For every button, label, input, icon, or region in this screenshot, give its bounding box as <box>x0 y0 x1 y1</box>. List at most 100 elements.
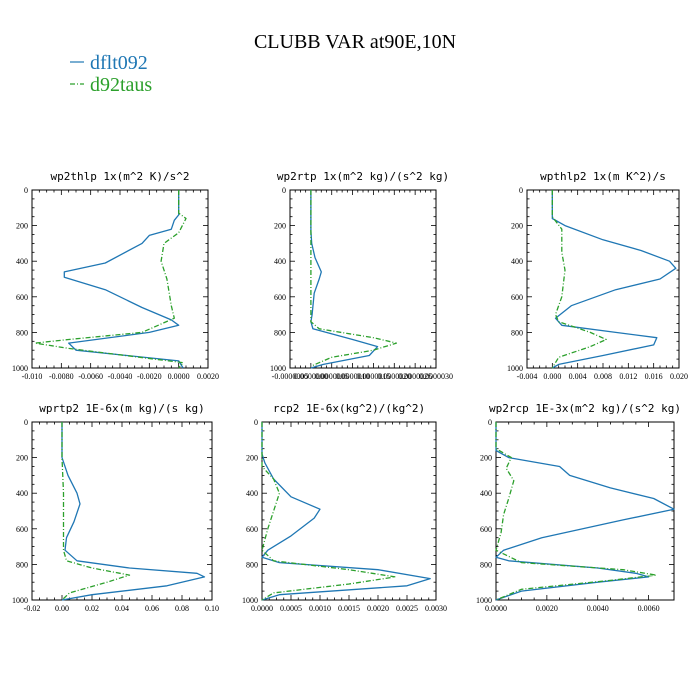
series-line-dflt092 <box>551 190 677 369</box>
x-tick-label: 0.0000005 <box>315 372 349 381</box>
x-tick-label: 0.000 <box>543 372 561 381</box>
x-tick-label: 0.0040 <box>587 604 609 613</box>
x-tick-label: -0.0080 <box>49 372 74 381</box>
x-tick-label: 0.0015 <box>338 604 360 613</box>
x-tick-label: 0.012 <box>619 372 637 381</box>
y-tick-label: 800 <box>16 328 28 337</box>
panels: wp2thlp 1x(m^2 K)/s^202004006008001000-0… <box>12 170 688 613</box>
panel-5: rcp2 1E-6x(kg^2)/(kg^2) 0 200 400 600 800 1000… <box>242 402 447 613</box>
x-tick-label: 0.0020 <box>197 372 219 381</box>
x-tick-label: 0.0000 <box>485 604 507 613</box>
x-tick-label: -0.0060 <box>78 372 103 381</box>
legend-label-d92taus: d92taus <box>90 74 152 96</box>
y-tick-label: 1000 <box>476 596 492 605</box>
x-tick-label: 0.08 <box>175 604 189 613</box>
x-tick-label: 0.008 <box>594 372 612 381</box>
x-tick-label: 0.016 <box>645 372 663 381</box>
x-tick-label: 0.004 <box>569 372 587 381</box>
panel-title: rcp2 1E-6x(kg^2)/(kg^2) <box>273 402 425 415</box>
x-tick-label: 0.04 <box>115 604 129 613</box>
y-tick-label: 200 <box>16 454 28 463</box>
plot-frame <box>31 421 213 601</box>
y-tick-label: 400 <box>16 257 28 266</box>
y-tick-label: 600 <box>480 525 492 534</box>
y-tick-label: 800 <box>480 560 492 569</box>
y-tick-label: 600 <box>16 525 28 534</box>
series-line-d92taus <box>310 190 398 367</box>
x-tick-label: 0.0020 <box>367 604 389 613</box>
x-tick-label: -0.0040 <box>108 372 133 381</box>
panel-6: wp2rcp 1E-3x(m^2 kg)/(s^2 kg) 0 200 400 600 8… <box>476 402 681 613</box>
y-tick-label: 400 <box>480 489 492 498</box>
series-line-dflt092 <box>63 190 184 369</box>
x-tick-label: 0.0000 <box>168 372 190 381</box>
y-tick-label: 400 <box>511 257 523 266</box>
y-tick-label: 1000 <box>242 596 258 605</box>
y-tick-label: 0 <box>282 186 286 195</box>
x-tick-label: -0.0000005 <box>272 372 309 381</box>
y-tick-label: 600 <box>274 293 286 302</box>
y-tick-label: 600 <box>511 293 523 302</box>
x-tick-label: 0.0000025 <box>398 372 432 381</box>
panel-2: wp2rtp 1x(m^2 kg)/(s^2 kg) 0 200 400 600 800 1… <box>270 170 453 381</box>
x-tick-label: 0.020 <box>670 372 688 381</box>
x-tick-label: 0.0030 <box>425 604 447 613</box>
panel-4: wprtp2 1E-6x(m kg)/(s kg) 0 200 400 600 800 10… <box>12 402 219 613</box>
y-tick-label: 400 <box>16 489 28 498</box>
panel-1: wp2thlp 1x(m^2 K)/s^202004006008001000-0… <box>12 170 219 381</box>
figure-title: CLUBB VAR at90E,10N <box>254 31 456 53</box>
legend: dflt092 d92taus <box>70 52 152 96</box>
legend-label-dflt092: dflt092 <box>90 52 148 74</box>
x-tick-label: 0.00 <box>55 604 69 613</box>
panel-title: wprtp2 1E-6x(m kg)/(s kg) <box>39 402 205 415</box>
y-tick-label: 200 <box>480 454 492 463</box>
y-tick-label: 800 <box>511 328 523 337</box>
x-tick-label: 0.0000 <box>251 604 273 613</box>
panel-title: wp2thlp 1x(m^2 K)/s^2 <box>50 170 189 183</box>
y-tick-label: 1000 <box>12 596 28 605</box>
x-tick-label: 0.06 <box>145 604 159 613</box>
x-tick-label: -0.0020 <box>137 372 162 381</box>
x-tick-label: -0.004 <box>517 372 538 381</box>
y-tick-label: 1000 <box>507 364 523 373</box>
series-line-dflt092 <box>310 190 379 369</box>
y-tick-label: 1000 <box>12 364 28 373</box>
plot-frame <box>289 189 437 369</box>
y-tick-label: 200 <box>16 222 28 231</box>
x-tick-label: 0.0000015 <box>356 372 390 381</box>
x-tick-label: 0.0000010 <box>336 372 370 381</box>
x-tick-label: 0.0000030 <box>419 372 453 381</box>
x-tick-label: 0.10 <box>205 604 219 613</box>
y-tick-label: 400 <box>246 489 258 498</box>
series-line-d92taus <box>495 422 657 601</box>
x-tick-label: 0.0000020 <box>377 372 411 381</box>
panel-title: wp2rtp 1x(m^2 kg)/(s^2 kg) <box>277 170 449 183</box>
x-tick-label: 0.0020 <box>536 604 558 613</box>
y-tick-label: 1000 <box>270 364 286 373</box>
y-tick-label: 400 <box>274 257 286 266</box>
x-tick-label: 0.0005 <box>280 604 302 613</box>
series-line-d92taus <box>261 422 397 601</box>
y-tick-label: 0 <box>254 418 258 427</box>
series-line-d92taus <box>61 422 131 601</box>
x-tick-label: -0.010 <box>22 372 43 381</box>
x-tick-label: 0.0060 <box>638 604 660 613</box>
plot-frame <box>31 189 209 369</box>
series-line-dflt092 <box>61 422 206 601</box>
panel-title: wpthlp2 1x(m K^2)/s <box>540 170 666 183</box>
y-tick-label: 800 <box>246 560 258 569</box>
panel-title: wp2rcp 1E-3x(m^2 kg)/(s^2 kg) <box>489 402 681 415</box>
series-line-dflt092 <box>495 422 675 601</box>
series-line-d92taus <box>34 190 187 369</box>
y-tick-label: 0 <box>24 186 28 195</box>
y-tick-label: 600 <box>246 525 258 534</box>
y-tick-label: 800 <box>16 560 28 569</box>
plot-frame <box>261 421 437 601</box>
y-tick-label: 0 <box>519 186 523 195</box>
x-tick-label: -0.02 <box>24 604 41 613</box>
y-tick-label: 200 <box>246 454 258 463</box>
y-tick-label: 200 <box>274 222 286 231</box>
x-tick-label: 0.0010 <box>309 604 331 613</box>
x-tick-label: 0.02 <box>85 604 99 613</box>
